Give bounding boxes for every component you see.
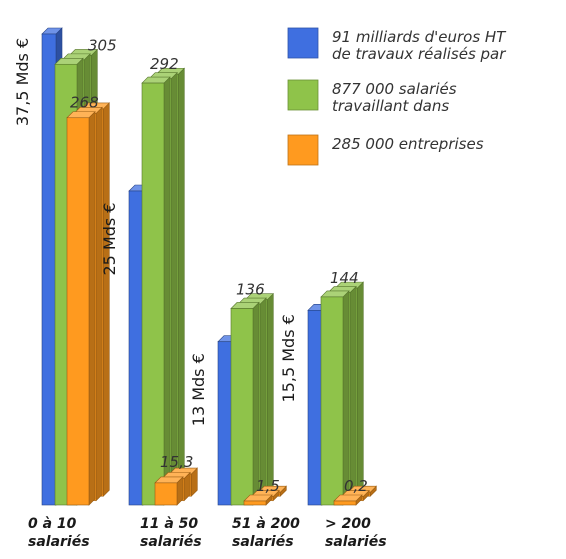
category-label-2-line-1: salariés: [232, 534, 294, 550]
bar-green-2-side: [252, 301, 260, 506]
bar-orange-0-side: [103, 102, 110, 497]
legend-swatch-blue: [287, 27, 319, 59]
value-label-green-2: 136: [236, 280, 265, 298]
legend-text-green-0: 877 000 salariés: [332, 80, 457, 98]
value-label-green-1: 292: [150, 55, 179, 73]
bar-orange-0: [66, 102, 111, 506]
bar-orange-0-side: [88, 111, 96, 506]
bar-green-2-front: [230, 308, 254, 506]
bar-green-1: [141, 67, 186, 506]
bar-green-2-side: [259, 297, 267, 502]
labels-layer: 37,5 Mds € 25 Mds € 13 Mds € 15,5 Mds € 305 2…: [13, 36, 387, 550]
value-label-orange-1: 15,3: [160, 453, 193, 471]
bar-green-3-side: [342, 290, 350, 506]
bar-orange-2: [243, 485, 288, 506]
bar-blue-3-front: [307, 310, 323, 506]
category-label-1-line-0: 11 à 50: [140, 516, 198, 532]
value-label-orange-2: 1,5: [256, 477, 280, 495]
legend-swatch-orange: [287, 134, 319, 166]
value-label-orange-3: 0,2: [344, 477, 368, 495]
bar-green-1-side: [178, 67, 185, 497]
bar-blue-0-front: [41, 33, 57, 506]
category-label-3-line-1: salariés: [325, 534, 387, 550]
category-label-3-line-0: > 200: [325, 516, 371, 532]
bar-orange-2-front: [243, 500, 267, 506]
value-label-orange-0: 268: [70, 94, 99, 112]
bar-orange-3-front: [333, 500, 357, 506]
bar-green-1-side: [163, 76, 171, 506]
bar-green-1-front: [141, 82, 165, 506]
bar-green-3-side: [356, 281, 364, 497]
value-label-blue-2: 13 Mds €: [189, 353, 208, 426]
category-label-1-line-1: salariés: [140, 534, 202, 550]
bar-green-3: [320, 281, 365, 506]
value-label-blue-0: 37,5 Mds €: [13, 38, 32, 126]
legend-text-blue-1: de travaux réalisés par: [332, 45, 506, 63]
bar-orange-1-front: [154, 482, 178, 506]
bar-green-1-side: [170, 71, 178, 502]
legend-swatch-green: [287, 79, 319, 111]
bar-orange-0-front: [66, 117, 90, 506]
legend-text-blue-0: 91 milliards d'euros HT: [332, 28, 507, 46]
bar-orange-1: [154, 467, 199, 506]
category-label-0-line-0: 0 à 10: [28, 516, 77, 532]
value-label-green-0: 305: [88, 36, 117, 54]
bar-blue-2-front: [217, 341, 233, 506]
bar-green-2-side: [266, 292, 274, 497]
value-label-green-3: 144: [330, 269, 359, 287]
legend-text-orange-0: 285 000 entreprises: [332, 135, 484, 153]
bar-green-3-side: [349, 285, 357, 502]
category-label-2-line-0: 51 à 200: [232, 516, 300, 532]
bars-layer: [41, 27, 378, 506]
bar-orange-0-side: [95, 106, 103, 502]
bar-green-3-front: [320, 296, 344, 506]
legend-text-green-1: travaillant dans: [332, 97, 449, 115]
bar-green-2: [230, 292, 275, 506]
category-label-0-line-1: salariés: [28, 534, 90, 550]
bar-blue-1-front: [128, 190, 144, 506]
value-label-blue-1: 25 Mds €: [100, 202, 119, 275]
value-label-blue-3: 15,5 Mds €: [279, 314, 298, 402]
bar-orange-3: [333, 485, 378, 506]
